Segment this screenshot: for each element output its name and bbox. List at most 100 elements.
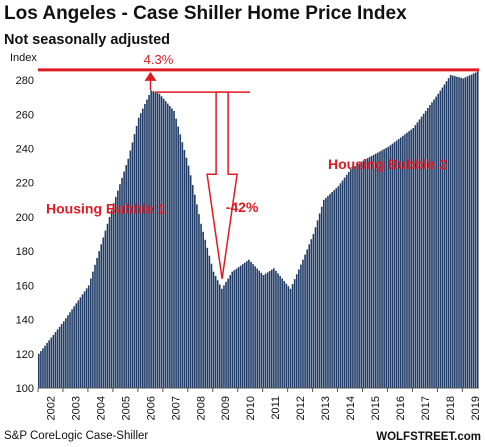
bar bbox=[381, 150, 383, 388]
x-tick-label: 2016 bbox=[395, 396, 407, 420]
bar bbox=[312, 234, 315, 388]
bar bbox=[474, 72, 477, 388]
bar bbox=[320, 206, 323, 388]
bar bbox=[166, 103, 169, 388]
bar bbox=[125, 165, 127, 388]
bar bbox=[233, 270, 236, 388]
x-tick-label: 2014 bbox=[345, 396, 357, 420]
bar bbox=[441, 87, 444, 389]
bar bbox=[256, 268, 259, 388]
bar bbox=[466, 76, 469, 388]
bar bbox=[150, 90, 152, 389]
bar bbox=[164, 101, 167, 389]
bar bbox=[350, 169, 352, 388]
bar bbox=[331, 192, 333, 388]
bar bbox=[171, 108, 173, 388]
bar bbox=[470, 74, 473, 388]
bar bbox=[38, 353, 40, 388]
bar bbox=[231, 271, 234, 388]
bar bbox=[158, 93, 161, 388]
bar bbox=[208, 255, 211, 388]
bar bbox=[258, 270, 261, 388]
bar bbox=[90, 278, 92, 388]
bar bbox=[316, 220, 319, 388]
bar bbox=[216, 280, 219, 388]
bar bbox=[358, 163, 360, 388]
bar bbox=[325, 197, 327, 388]
bar bbox=[443, 84, 446, 388]
bar bbox=[462, 78, 464, 388]
y-tick-label: 260 bbox=[16, 109, 34, 121]
bar bbox=[291, 283, 294, 388]
y-tick-label: 240 bbox=[16, 144, 34, 156]
bar bbox=[252, 264, 254, 388]
bar bbox=[129, 150, 132, 388]
y-axis: 100 120 140 160 180 200 220 240 260 280 bbox=[16, 75, 34, 395]
bar bbox=[335, 188, 338, 388]
bar bbox=[464, 77, 467, 389]
x-tick-label: 2006 bbox=[145, 396, 157, 420]
bar bbox=[108, 216, 111, 388]
bar bbox=[191, 185, 194, 388]
bar bbox=[227, 278, 229, 388]
x-tick-label: 2007 bbox=[170, 396, 182, 420]
bar bbox=[445, 81, 448, 388]
bar bbox=[206, 247, 209, 388]
annotation-increase-label: 4.3% bbox=[144, 52, 174, 67]
bar bbox=[40, 351, 42, 388]
bar bbox=[229, 275, 231, 388]
bar bbox=[214, 275, 217, 388]
bar bbox=[239, 265, 242, 388]
y-tick-label: 200 bbox=[16, 212, 34, 224]
bar bbox=[395, 140, 398, 388]
bar bbox=[94, 264, 96, 388]
bar bbox=[416, 122, 419, 389]
y-tick-label: 120 bbox=[16, 349, 34, 361]
bar bbox=[370, 155, 373, 388]
bar bbox=[175, 118, 177, 389]
y-tick-label: 140 bbox=[16, 315, 34, 327]
source-note: S&P CoreLogic Case-Shiller bbox=[4, 430, 149, 442]
bar bbox=[302, 259, 304, 388]
bar bbox=[46, 342, 48, 388]
bar bbox=[433, 99, 435, 389]
y-tick-label: 160 bbox=[16, 280, 34, 292]
bar bbox=[270, 269, 273, 388]
bar bbox=[364, 159, 367, 388]
bar bbox=[106, 223, 109, 388]
bar bbox=[65, 318, 67, 388]
bar bbox=[285, 283, 288, 388]
x-tick-label: 2008 bbox=[195, 396, 207, 420]
bar bbox=[410, 129, 412, 388]
annotations: 4.3% Housing Bubble 1 -42% Housing Bubbl… bbox=[38, 52, 479, 279]
bar bbox=[447, 78, 450, 389]
bar bbox=[333, 190, 336, 388]
bar bbox=[60, 324, 63, 388]
bar bbox=[287, 286, 290, 388]
x-tick-label: 2015 bbox=[370, 396, 382, 420]
x-tick-label: 2009 bbox=[220, 396, 232, 420]
bar bbox=[374, 153, 377, 388]
x-tick-label: 2012 bbox=[295, 396, 307, 420]
bar bbox=[142, 108, 144, 389]
bar bbox=[85, 288, 88, 388]
bar bbox=[362, 160, 365, 388]
bar bbox=[283, 281, 286, 388]
bar bbox=[121, 177, 123, 388]
bar bbox=[343, 177, 346, 388]
x-tick-label: 2004 bbox=[95, 396, 107, 420]
bar bbox=[418, 119, 421, 388]
bar bbox=[408, 131, 410, 388]
bar bbox=[210, 263, 213, 388]
bar bbox=[146, 99, 148, 389]
bar bbox=[391, 143, 394, 388]
bar bbox=[248, 259, 250, 388]
bar bbox=[260, 272, 263, 388]
bar bbox=[52, 334, 55, 388]
bar bbox=[439, 90, 442, 389]
bar bbox=[352, 167, 354, 388]
y-tick-label: 280 bbox=[16, 75, 34, 87]
bar bbox=[429, 105, 431, 388]
bar bbox=[87, 285, 90, 388]
bar bbox=[414, 125, 417, 389]
